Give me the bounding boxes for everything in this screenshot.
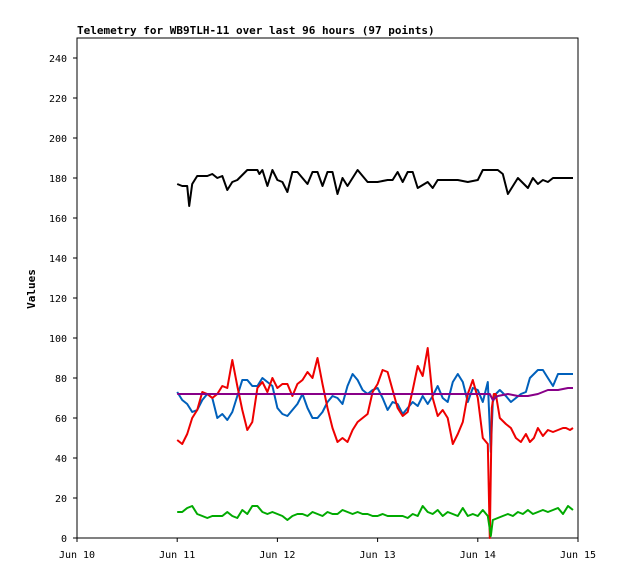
x-tick-label: Jun 13 <box>360 550 396 561</box>
series-line-5 <box>177 387 573 401</box>
series-group <box>176 169 574 539</box>
chart-title: Telemetry for WB9TLH-11 over last 96 hou… <box>77 24 435 37</box>
plot-frame <box>76 37 579 539</box>
series-line-2 <box>176 369 573 453</box>
y-tick-label: 240 <box>49 54 67 65</box>
series-line-3 <box>176 347 574 539</box>
x-tick-label: Jun 15 <box>560 550 596 561</box>
y-tick-label: 220 <box>49 94 67 105</box>
y-tick-label: 100 <box>49 334 67 345</box>
x-tick-label: Jun 11 <box>159 550 195 561</box>
y-tick-label: 120 <box>49 294 67 305</box>
y-axis: 0 20 40 60 80 100 120 140 160 180 200 220 240 <box>49 54 77 545</box>
y-tick-label: 80 <box>55 374 67 385</box>
x-axis: Jun 10 Jun 11 Jun 12 Jun 13 Jun 14 Jun 15 <box>59 538 596 561</box>
y-tick-label: 140 <box>49 254 67 265</box>
y-tick-label: 160 <box>49 214 67 225</box>
series-line-4 <box>177 505 574 537</box>
y-tick-label: 40 <box>55 454 67 465</box>
y-tick-label: 20 <box>55 494 67 505</box>
y-axis-label: Values <box>25 269 38 309</box>
y-tick-label: 200 <box>49 134 67 145</box>
series-line-1 <box>176 169 573 207</box>
y-tick-label: 60 <box>55 414 67 425</box>
x-tick-label: Jun 14 <box>460 550 496 561</box>
y-tick-label: 0 <box>61 534 67 545</box>
x-tick-label: Jun 12 <box>259 550 295 561</box>
y-tick-label: 180 <box>49 174 67 185</box>
x-tick-label: Jun 10 <box>59 550 95 561</box>
